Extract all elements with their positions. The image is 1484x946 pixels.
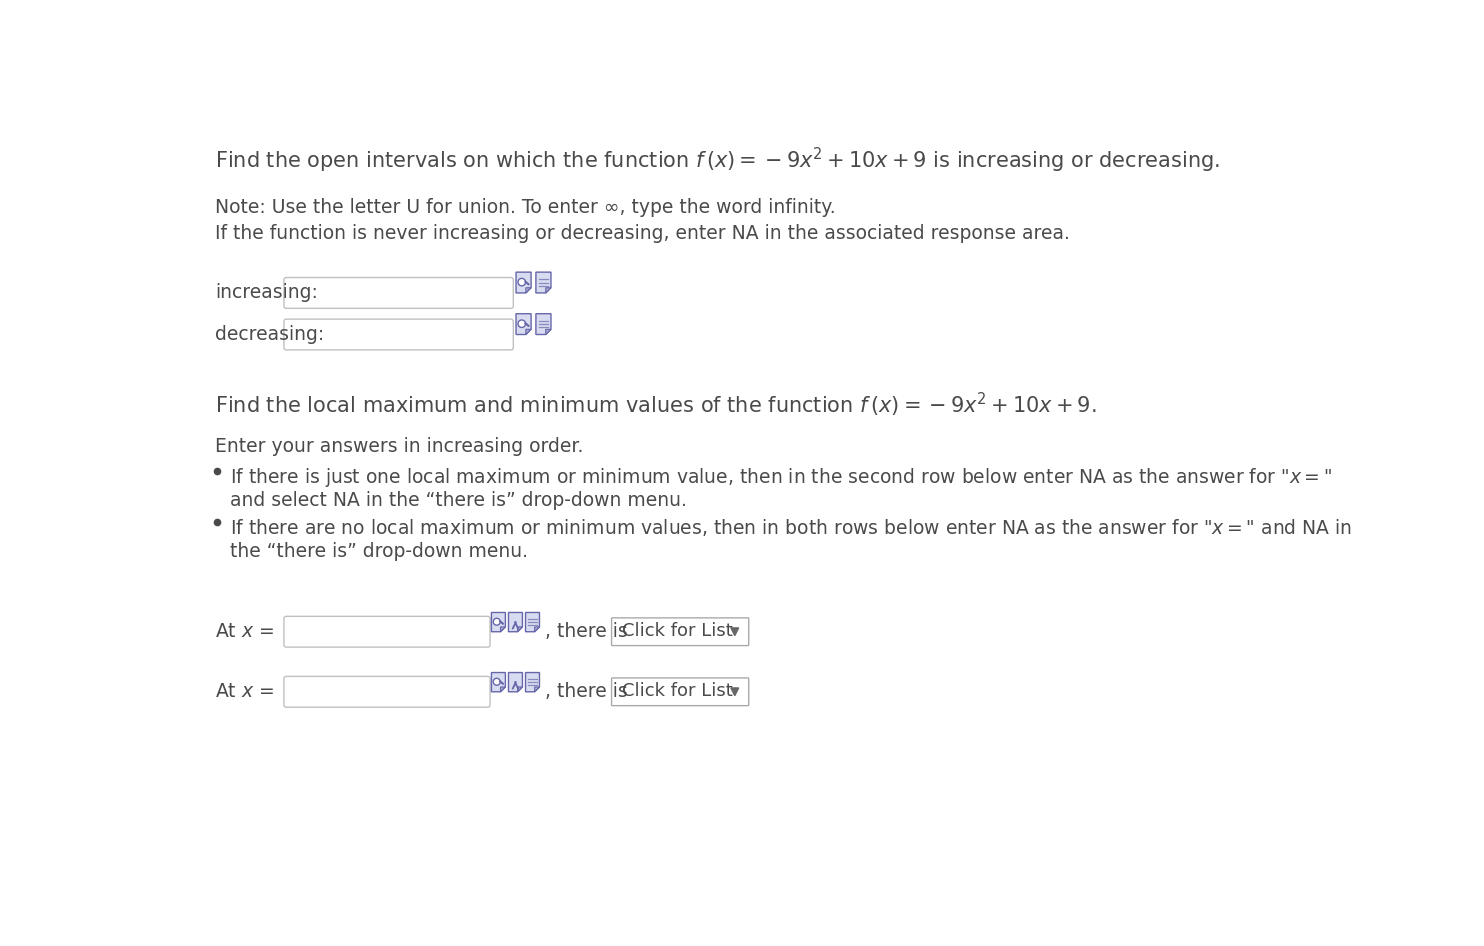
Polygon shape <box>732 628 739 636</box>
Text: Click for List: Click for List <box>622 682 733 700</box>
Text: If there is just one local maximum or minimum value, then in the second row belo: If there is just one local maximum or mi… <box>230 466 1333 489</box>
Text: there is: there is <box>556 622 628 640</box>
Text: Click for List: Click for List <box>622 622 733 639</box>
Text: At $x$ =: At $x$ = <box>215 622 275 640</box>
Polygon shape <box>500 687 506 692</box>
Polygon shape <box>534 627 540 632</box>
Polygon shape <box>509 673 522 692</box>
Text: Note: Use the letter U for union. To enter ∞, type the word infinity.: Note: Use the letter U for union. To ent… <box>215 199 835 218</box>
Polygon shape <box>536 272 551 293</box>
Polygon shape <box>534 687 540 692</box>
Text: At $x$ =: At $x$ = <box>215 682 275 701</box>
Polygon shape <box>732 688 739 695</box>
Circle shape <box>493 619 500 625</box>
Text: ,: , <box>545 682 551 701</box>
Circle shape <box>518 278 525 286</box>
Text: Find the open intervals on which the function $f\,(x) = -9x^2 + 10x + 9$ is incr: Find the open intervals on which the fun… <box>215 146 1220 175</box>
Text: Enter your answers in increasing order.: Enter your answers in increasing order. <box>215 437 583 456</box>
Text: Find the local maximum and minimum values of the function $f\,(x) = -9x^2 + 10x : Find the local maximum and minimum value… <box>215 391 1097 419</box>
Polygon shape <box>525 612 540 632</box>
Polygon shape <box>525 288 531 293</box>
Polygon shape <box>516 314 531 335</box>
Text: If the function is never increasing or decreasing, enter NA in the associated re: If the function is never increasing or d… <box>215 223 1070 242</box>
Text: there is: there is <box>556 682 628 701</box>
FancyBboxPatch shape <box>283 277 513 308</box>
Polygon shape <box>491 673 506 692</box>
Polygon shape <box>518 687 522 692</box>
Circle shape <box>518 320 525 327</box>
Polygon shape <box>518 627 522 632</box>
Polygon shape <box>546 288 551 293</box>
FancyBboxPatch shape <box>283 319 513 350</box>
Polygon shape <box>536 314 551 335</box>
Text: ,: , <box>545 622 551 640</box>
FancyBboxPatch shape <box>611 678 749 706</box>
Polygon shape <box>509 612 522 632</box>
Text: If there are no local maximum or minimum values, then in both rows below enter N: If there are no local maximum or minimum… <box>230 517 1352 538</box>
Polygon shape <box>546 329 551 335</box>
FancyBboxPatch shape <box>611 618 749 645</box>
Text: decreasing:: decreasing: <box>215 324 324 343</box>
Circle shape <box>493 678 500 685</box>
Polygon shape <box>516 272 531 293</box>
FancyBboxPatch shape <box>283 676 490 708</box>
Polygon shape <box>500 627 506 632</box>
Polygon shape <box>525 329 531 335</box>
Polygon shape <box>525 673 540 692</box>
Text: increasing:: increasing: <box>215 283 318 302</box>
Text: and select NA in the “there is” drop-down menu.: and select NA in the “there is” drop-dow… <box>230 491 687 510</box>
Text: the “there is” drop-down menu.: the “there is” drop-down menu. <box>230 542 528 561</box>
FancyBboxPatch shape <box>283 617 490 647</box>
Polygon shape <box>491 612 506 632</box>
